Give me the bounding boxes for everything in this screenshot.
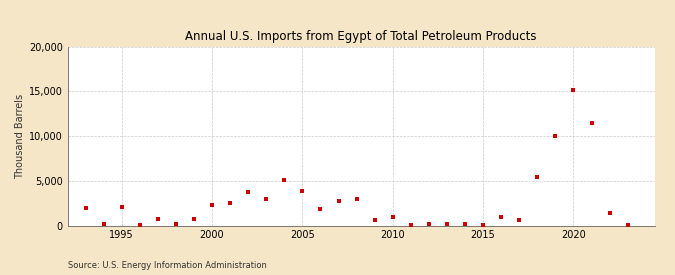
Title: Annual U.S. Imports from Egypt of Total Petroleum Products: Annual U.S. Imports from Egypt of Total … (186, 30, 537, 43)
Point (441, 222, 452, 226)
Y-axis label: Thousand Barrels: Thousand Barrels (15, 94, 24, 179)
Point (568, 87, 579, 92)
Point (604, 211, 615, 215)
Point (387, 214, 398, 219)
Point (99, 222, 109, 226)
Point (134, 222, 145, 227)
Point (116, 205, 127, 209)
Point (297, 188, 308, 193)
Point (514, 218, 524, 222)
Text: Source: U.S. Energy Information Administration: Source: U.S. Energy Information Administ… (68, 260, 267, 270)
Point (153, 217, 163, 221)
Point (188, 217, 199, 221)
Point (279, 178, 290, 182)
Point (586, 120, 597, 125)
Point (171, 222, 182, 226)
Point (243, 190, 254, 195)
Point (225, 201, 236, 205)
Point (80, 205, 91, 210)
Point (207, 203, 217, 207)
Point (406, 222, 416, 227)
Point (622, 222, 633, 227)
Point (351, 196, 362, 201)
Point (333, 199, 344, 204)
Point (423, 222, 434, 226)
Point (478, 222, 489, 227)
Point (532, 175, 543, 180)
Point (369, 218, 380, 222)
Point (261, 196, 271, 201)
Point (495, 215, 506, 220)
Point (315, 207, 326, 212)
Point (460, 222, 470, 226)
Point (550, 134, 561, 138)
